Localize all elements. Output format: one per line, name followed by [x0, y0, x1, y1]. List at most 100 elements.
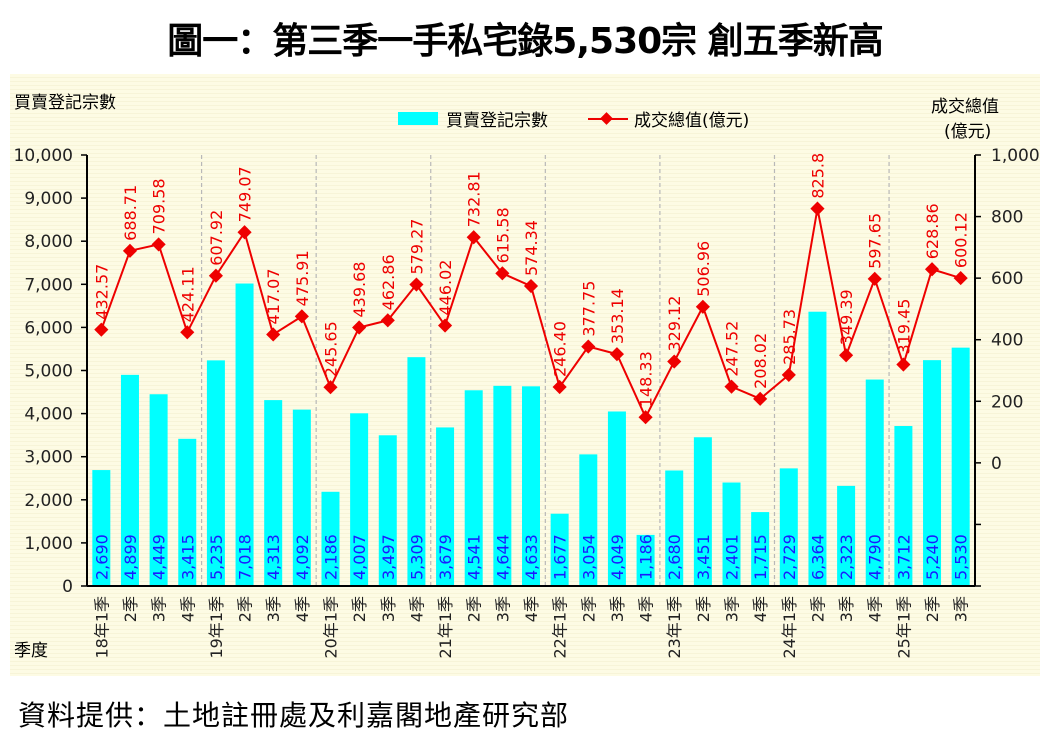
bar-value-label: 4,449: [150, 534, 169, 580]
bar-value-label: 5,309: [407, 534, 426, 580]
bar-value-label: 6,364: [808, 534, 827, 580]
line-point-marker: [409, 277, 424, 292]
line-value-label: 688.71: [121, 185, 140, 241]
left-axis-tick-label: 7,000: [24, 275, 73, 295]
bar-value-label: 5,530: [952, 534, 971, 580]
bar: [751, 512, 770, 586]
right-axis-tick-label: 1,000: [991, 146, 1040, 166]
x-axis-category-label: 2季: [350, 596, 369, 622]
bar: [321, 491, 340, 586]
left-axis-tick-label: 4,000: [24, 405, 73, 425]
bar: [464, 390, 483, 586]
x-axis-category-label: 23年1季: [665, 596, 684, 659]
line-value-label: 749.07: [236, 166, 255, 222]
right-axis-tick-label: 200: [991, 392, 1023, 412]
bar: [607, 411, 626, 586]
bar-value-label: 5,235: [207, 534, 226, 580]
right-axis-tick-label: 800: [991, 208, 1023, 228]
line-value-label: 246.40: [551, 321, 570, 377]
line-value-label: 417.07: [264, 268, 283, 324]
bar: [92, 470, 111, 586]
bar-value-label: 2,729: [780, 534, 799, 580]
line-point-marker: [867, 271, 882, 286]
x-axis-category-label: 2季: [808, 596, 827, 622]
left-axis-tick-label: 6,000: [24, 318, 73, 338]
line-point-marker: [466, 230, 481, 245]
left-axis-tick-label: 8,000: [24, 232, 73, 252]
line-value-label: 574.34: [522, 220, 541, 276]
line-value-label: 615.58: [493, 207, 512, 263]
line-point-marker: [122, 243, 138, 258]
bar: [722, 482, 741, 586]
line-point-marker: [638, 410, 653, 425]
line-point-marker: [151, 237, 166, 252]
bar: [636, 534, 655, 586]
line-point-marker: [266, 327, 281, 342]
line-value-label: 432.57: [92, 264, 111, 320]
source-note: 資料提供：土地註冊處及利嘉閣地產研究部: [18, 699, 570, 732]
x-axis-category-label: 4季: [178, 596, 197, 622]
bar-value-label: 4,007: [350, 534, 369, 580]
line-value-label: 579.27: [407, 219, 426, 275]
chart-plot: 2,690 4,899 4,449 3,415 5,235 7,018 4,313 4,092…: [14, 146, 1040, 659]
line-point-marker: [695, 299, 710, 314]
right-axis-tick-label: 400: [991, 331, 1023, 351]
line-point-marker: [208, 268, 223, 283]
line-point-marker: [294, 309, 309, 324]
bar: [522, 386, 540, 586]
x-axis-category-label: 3季: [493, 596, 512, 622]
line-value-label: 377.75: [579, 281, 598, 337]
right-axis-title-line1: 成交總值: [931, 97, 999, 117]
line-value-label: 825.8: [808, 153, 827, 199]
x-axis-category-label: 4季: [293, 596, 312, 622]
line-value-label: 709.58: [150, 178, 169, 234]
bar-value-label: 3,679: [436, 534, 455, 580]
line-value-label: 628.86: [923, 203, 942, 259]
x-axis-category-label: 20年1季: [321, 596, 340, 659]
x-axis-category-label: 19年1季: [207, 596, 226, 659]
x-axis-category-label: 3季: [379, 596, 398, 622]
x-axis-category-label: 2季: [923, 596, 942, 622]
legend-bar-swatch: [398, 112, 438, 125]
x-axis-category-label: 3季: [952, 596, 971, 622]
line-point-marker: [323, 380, 338, 395]
x-axis-category-label: 4季: [637, 596, 656, 622]
bar-value-label: 2,401: [723, 534, 742, 580]
line-value-label: 285.73: [780, 309, 799, 365]
bar: [550, 513, 569, 586]
bar: [665, 470, 684, 586]
right-axis-tick-label: 600: [991, 269, 1023, 289]
line-value-label: 732.81: [465, 171, 484, 227]
right-axis-title-line2: (億元): [944, 122, 992, 142]
left-axis-tick-label: 1,000: [24, 534, 73, 554]
line-point-marker: [94, 322, 109, 337]
x-axis-category-label: 3季: [150, 596, 169, 622]
bar-value-label: 4,313: [264, 534, 283, 580]
bar-value-label: 3,054: [579, 534, 598, 580]
bar: [923, 360, 942, 586]
line-value-label: 424.11: [178, 266, 197, 322]
bar: [407, 357, 426, 586]
x-axis-category-label: 3季: [837, 596, 856, 622]
line-value-label: 329.12: [665, 296, 684, 352]
x-axis-category-label: 2季: [465, 596, 484, 622]
bar: [206, 360, 225, 586]
bar: [378, 435, 397, 586]
bar: [894, 426, 913, 586]
x-axis-category-label: 4季: [866, 596, 885, 622]
line-value-label: 247.52: [723, 321, 742, 377]
bar: [120, 374, 139, 586]
legend: 買賣登記宗數 成交總值(億元): [398, 106, 749, 131]
bar: [149, 394, 168, 586]
bar: [865, 379, 884, 586]
left-axis-tick-label: 2,000: [24, 491, 73, 511]
bar-value-label: 4,633: [522, 534, 541, 580]
line-value-label: 600.12: [952, 212, 971, 268]
bar-value-label: 4,899: [121, 534, 140, 580]
left-axis-title: 買賣登記宗數: [14, 93, 116, 113]
line-point-marker: [953, 271, 968, 286]
line-point-marker: [180, 325, 195, 340]
bar-value-label: 1,186: [637, 534, 656, 580]
bar-value-label: 4,790: [866, 534, 885, 580]
left-axis-tick-label: 3,000: [24, 448, 73, 468]
